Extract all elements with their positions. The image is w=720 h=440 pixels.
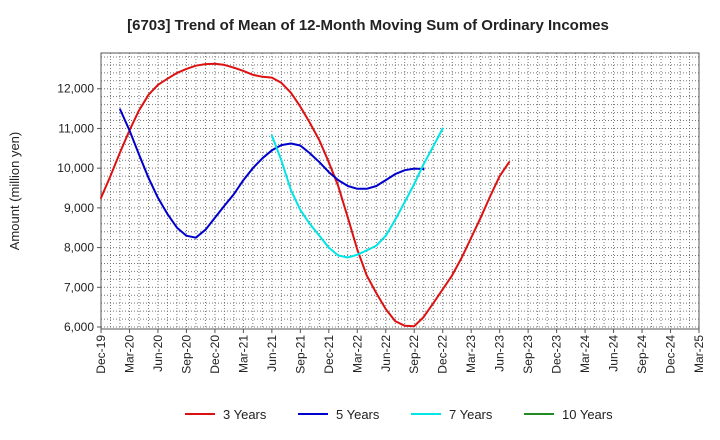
x-tick-label: Dec-24 xyxy=(664,335,678,374)
y-tick-label: 11,000 xyxy=(58,121,94,135)
gridlines xyxy=(101,53,699,329)
legend-label: 5 Years xyxy=(336,407,380,422)
x-axis: Dec-19 Mar-20 Jun-20 Sep-20 Dec-20 Mar-21 Jun-… xyxy=(94,329,706,374)
legend-label: 10 Years xyxy=(562,407,613,422)
x-tick-label: Sep-21 xyxy=(293,335,307,374)
x-tick-label: Jun-23 xyxy=(493,335,507,372)
legend-label: 3 Years xyxy=(223,407,267,422)
y-tick-label: 6,000 xyxy=(64,320,94,334)
plot-frame xyxy=(100,52,700,330)
x-tick-label: Jun-20 xyxy=(151,335,165,372)
x-tick-label: Mar-21 xyxy=(236,335,250,373)
x-tick-label: Jun-24 xyxy=(607,335,621,372)
x-tick-label: Dec-22 xyxy=(436,335,450,374)
series-line-3-years xyxy=(100,62,511,328)
y-axis-label: Amount (million yen) xyxy=(7,132,22,251)
x-tick-label: Sep-24 xyxy=(635,335,649,374)
x-tick-label: Mar-25 xyxy=(692,335,706,373)
y-axis: 6,000 7,000 8,000 9,000 10,000 11,000 12,000 xyxy=(57,82,101,334)
y-tick-label: 8,000 xyxy=(64,241,94,255)
series-line-5-years xyxy=(119,108,425,239)
y-tick-label: 9,000 xyxy=(64,201,94,215)
x-tick-label: Sep-23 xyxy=(521,335,535,374)
x-tick-label: Dec-21 xyxy=(322,335,336,374)
x-tick-label: Mar-22 xyxy=(350,335,364,373)
y-tick-label: 12,000 xyxy=(57,82,94,96)
x-tick-label: Dec-20 xyxy=(208,335,222,374)
legend-label: 7 Years xyxy=(449,407,493,422)
y-tick-label: 7,000 xyxy=(64,280,94,294)
series-line-7-years xyxy=(270,127,444,259)
x-tick-label: Dec-23 xyxy=(550,335,564,374)
x-tick-label: Mar-20 xyxy=(122,335,136,373)
x-tick-label: Sep-20 xyxy=(179,335,193,374)
x-tick-label: Dec-19 xyxy=(94,335,108,374)
x-tick-label: Mar-23 xyxy=(464,335,478,373)
series-lines xyxy=(100,62,511,328)
chart-title: [6703] Trend of Mean of 12-Month Moving … xyxy=(127,17,609,34)
x-tick-label: Jun-21 xyxy=(265,335,279,372)
x-tick-label: Jun-22 xyxy=(379,335,393,372)
x-tick-label: Mar-24 xyxy=(578,335,592,373)
legend: 3 Years 5 Years 7 Years 10 Years xyxy=(185,407,613,422)
y-tick-label: 10,000 xyxy=(57,161,94,175)
x-tick-label: Sep-22 xyxy=(407,335,421,374)
